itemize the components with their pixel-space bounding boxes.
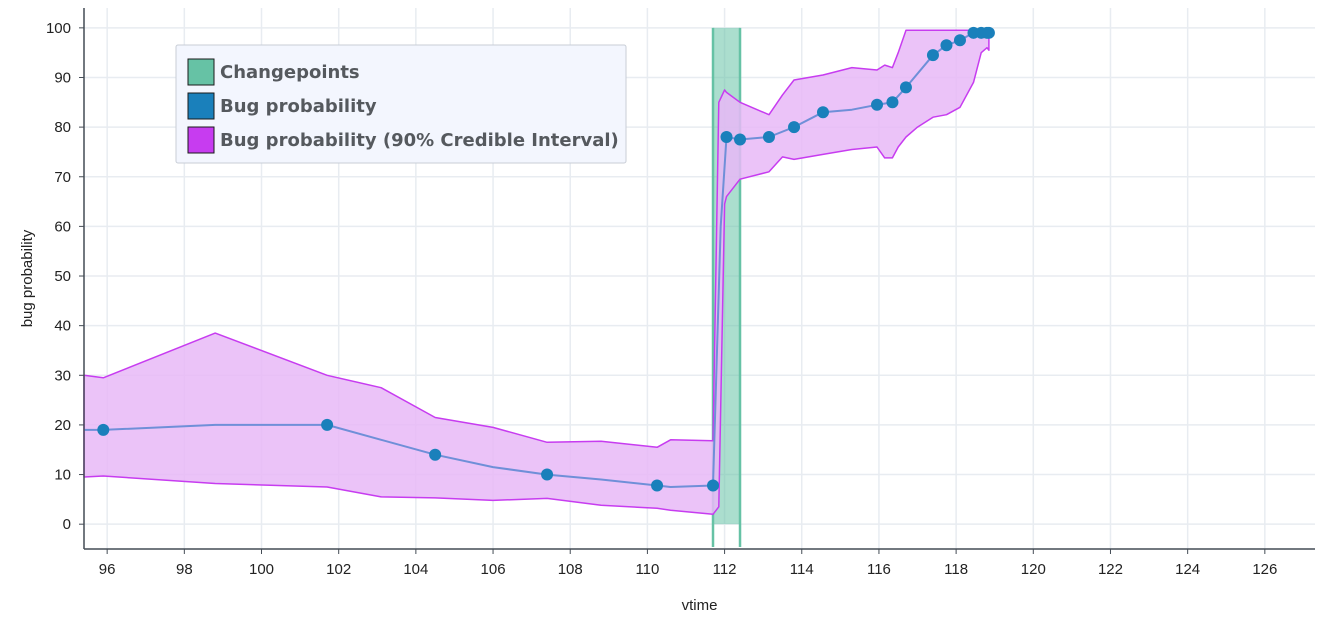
x-tick-label: 122 — [1098, 561, 1123, 578]
y-tick-label: 0 — [63, 516, 71, 533]
y-tick-label: 60 — [54, 218, 71, 235]
data-point — [321, 418, 334, 431]
data-point — [940, 39, 953, 52]
y-tick-label: 40 — [54, 318, 71, 335]
data-point — [953, 34, 966, 47]
x-tick-label: 126 — [1252, 561, 1277, 578]
y-axis-title: bug probability — [19, 229, 36, 327]
data-point — [871, 98, 884, 111]
data-point — [97, 423, 110, 436]
legend-swatch — [187, 126, 215, 154]
data-point — [541, 468, 554, 481]
legend-label: Changepoints — [220, 62, 360, 83]
x-tick-label: 102 — [326, 561, 351, 578]
x-tick-label: 116 — [867, 561, 891, 578]
x-tick-label: 108 — [558, 561, 583, 578]
x-tick-label: 100 — [249, 561, 274, 578]
y-tick-label: 50 — [54, 268, 71, 285]
probability-line-layer — [84, 26, 995, 492]
data-point — [651, 479, 664, 492]
x-tick-label: 106 — [481, 561, 506, 578]
legend-label: Bug probability (90% Credible Interval) — [220, 130, 619, 151]
x-tick-label: 114 — [790, 561, 814, 578]
data-point — [816, 106, 829, 119]
data-point — [886, 96, 899, 109]
data-point — [788, 121, 801, 134]
data-point — [982, 26, 995, 39]
credible-interval-layer — [83, 29, 990, 516]
legend-swatch — [187, 58, 215, 86]
data-point — [899, 81, 912, 94]
x-tick-label: 110 — [635, 561, 659, 578]
legend-swatch — [187, 92, 215, 120]
data-point — [720, 131, 733, 144]
data-point — [926, 49, 939, 62]
x-tick-label: 120 — [1021, 561, 1046, 578]
y-tick-label: 20 — [54, 417, 71, 434]
x-tick-label: 96 — [99, 561, 116, 578]
x-tick-label: 112 — [713, 561, 737, 578]
credible-interval-band — [83, 29, 990, 516]
legend-label: Bug probability — [220, 96, 377, 117]
data-point — [734, 133, 747, 146]
tick-labels: 96 98 100 102 104 106 108 110 112 114 116 118 120 122… — [46, 20, 1277, 578]
y-tick-label: 30 — [54, 367, 71, 384]
x-tick-label: 104 — [403, 561, 428, 578]
x-tick-label: 98 — [176, 561, 193, 578]
y-tick-label: 80 — [54, 119, 71, 136]
y-tick-label: 70 — [54, 169, 71, 186]
legend-box — [175, 44, 627, 164]
x-tick-label: 124 — [1175, 561, 1200, 578]
y-tick-label: 90 — [54, 69, 71, 86]
data-point — [429, 448, 442, 461]
x-tick-label: 118 — [944, 561, 968, 578]
x-axis-title: vtime — [682, 597, 718, 614]
data-point — [762, 131, 775, 144]
axes — [83, 8, 1315, 550]
y-tick-label: 100 — [46, 20, 71, 37]
data-point — [707, 479, 720, 492]
legend[interactable]: Changepoints Bug probability Bug probabili… — [175, 44, 627, 164]
y-tick-label: 10 — [54, 467, 71, 484]
